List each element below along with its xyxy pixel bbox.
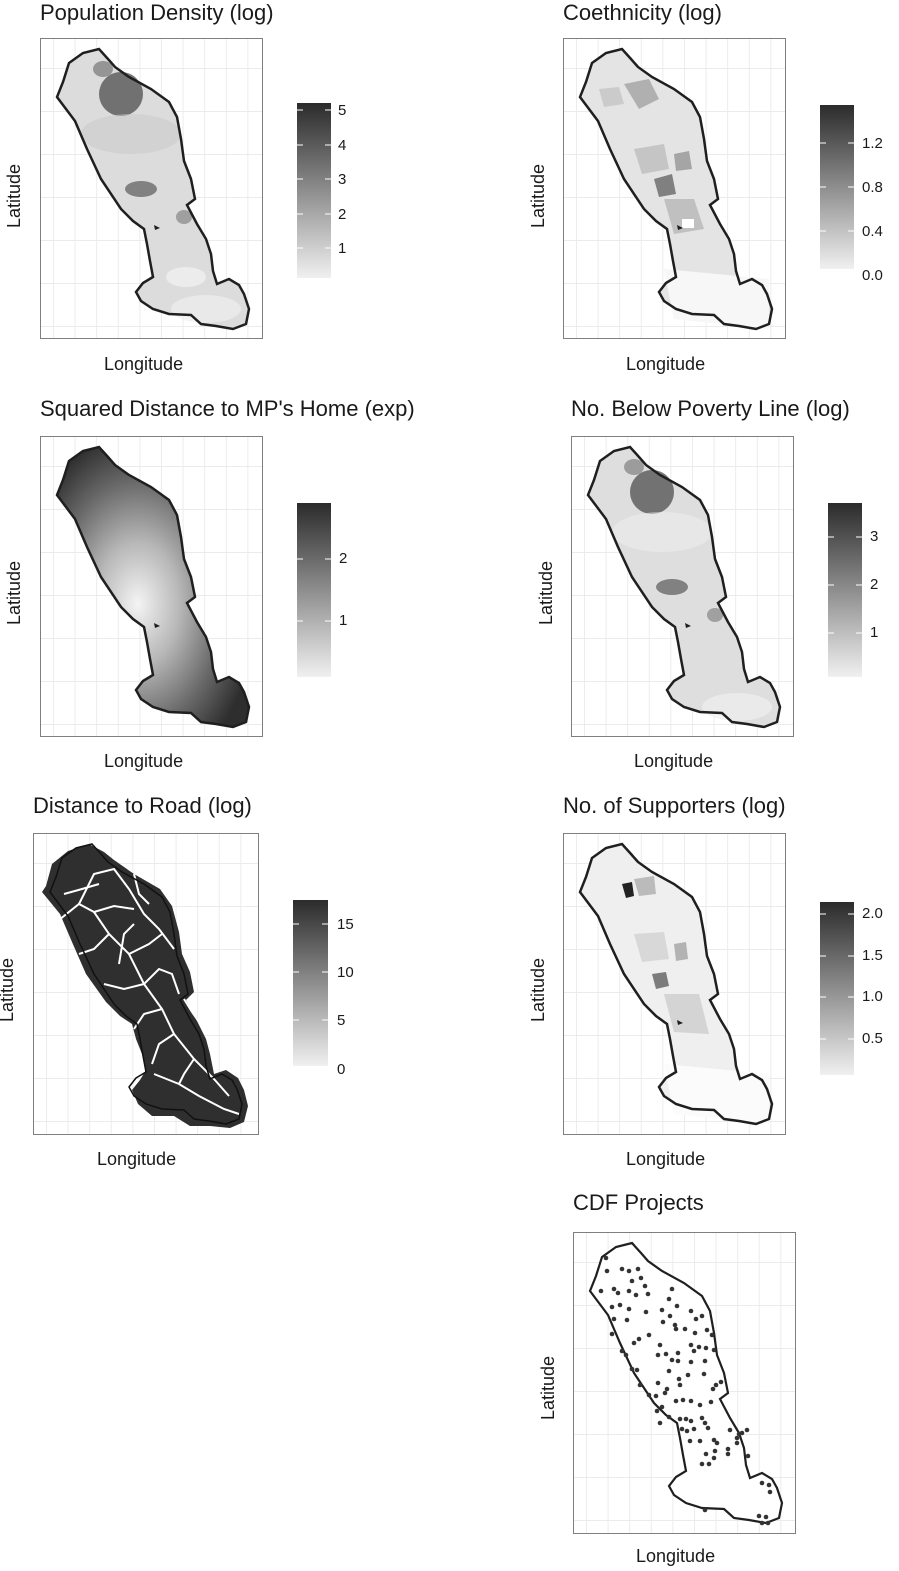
legend-tick: 3 [338,171,347,188]
color-legend: 2 1 [297,503,377,679]
project-points [598,1255,773,1526]
legend-colorbar [828,503,862,677]
legend-tick: 0.0 [862,267,883,284]
legend-tick: 0.4 [862,223,883,240]
map-frame [563,833,786,1135]
color-legend: 5 4 3 2 1 [297,103,377,279]
legend-tick: 1.5 [862,947,883,964]
y-axis-label: Latitude [528,163,548,228]
map-plot [34,834,258,1134]
legend-tick: 1 [339,612,348,629]
legend-tick: 1 [870,624,879,641]
map-frame [40,436,263,737]
color-legend: 1.2 0.8 0.4 0.0 [820,105,899,290]
legend-tick: 15 [337,916,354,933]
legend-tick: 0.8 [862,179,883,196]
legend-tick: 2 [870,576,879,593]
legend-tick: 1.2 [862,135,883,152]
legend-tick: 3 [870,528,879,545]
color-legend: 3 2 1 [828,503,898,679]
map-frame [563,38,786,339]
x-axis-label: Longitude [104,354,184,374]
legend-colorbar [293,900,328,1066]
legend-tick: 1 [338,240,347,257]
color-legend: 2.0 1.5 1.0 0.5 [820,902,899,1077]
legend-tick: 2 [338,206,347,223]
x-axis-label: Longitude [634,751,714,771]
y-axis-label: Latitude [4,163,24,228]
legend-tick: 10 [337,964,354,981]
map-frame [573,1232,796,1534]
x-axis-label: Longitude [636,1546,716,1566]
panel-title: No. Below Poverty Line (log) [571,396,850,421]
y-axis-label: Latitude [0,957,17,1022]
legend-tick: 2 [339,550,348,567]
color-legend: 15 10 5 0 [293,900,373,1085]
panel-title: Distance to Road (log) [33,793,252,818]
x-axis-label: Longitude [104,751,184,771]
x-axis-label: Longitude [626,354,706,374]
legend-tick: 5 [337,1012,346,1029]
x-axis-label: Longitude [626,1149,706,1169]
y-axis-label: Latitude [4,560,24,625]
map-plot [41,437,262,736]
y-axis-label: Latitude [538,1355,558,1420]
y-axis-label: Latitude [528,957,548,1022]
map-plot [564,834,785,1134]
legend-tick: 0.5 [862,1030,883,1047]
panel-title: Squared Distance to MP's Home (exp) [40,396,415,421]
legend-colorbar [297,503,331,677]
legend-tick: 1.0 [862,988,883,1005]
map-plot [564,39,785,338]
legend-tick: 5 [338,102,347,119]
legend-colorbar [820,902,854,1075]
panel-title: Population Density (log) [40,0,274,25]
panel-title: No. of Supporters (log) [563,793,786,818]
map-plot [41,39,262,338]
legend-colorbar [820,105,854,269]
y-axis-label: Latitude [536,560,556,625]
x-axis-label: Longitude [97,1149,177,1169]
panel-title: CDF Projects [573,1190,704,1215]
map-frame [33,833,259,1135]
legend-tick: 2.0 [862,905,883,922]
legend-tick: 0 [337,1061,346,1078]
map-frame [571,436,794,737]
map-plot [574,1233,795,1533]
legend-colorbar [297,103,331,278]
map-plot [572,437,793,736]
map-frame [40,38,263,339]
legend-tick: 4 [338,137,347,154]
panel-title: Coethnicity (log) [563,0,722,25]
